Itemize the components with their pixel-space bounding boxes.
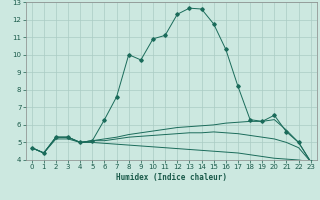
X-axis label: Humidex (Indice chaleur): Humidex (Indice chaleur): [116, 173, 227, 182]
